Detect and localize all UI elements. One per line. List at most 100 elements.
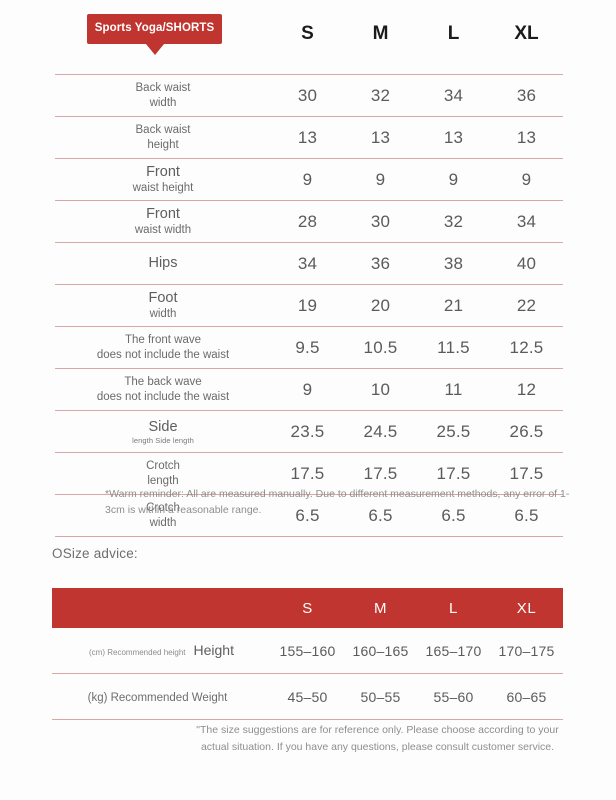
cell-value: 6.5: [417, 494, 490, 537]
cell-value: 12: [490, 368, 563, 411]
size-advice-header-row: S M L XL: [52, 588, 563, 628]
cell-value: 10.5: [344, 326, 417, 369]
measurement-label-header: [55, 0, 271, 75]
row-label-line2: width: [149, 96, 177, 109]
row-label-front-wave: The front wave does not include the wais…: [55, 326, 271, 369]
cell-value: 36: [490, 74, 563, 117]
row-label-line2: height: [147, 138, 179, 151]
cell-value: 6.5: [344, 494, 417, 537]
row-label-line1: Hips: [148, 255, 178, 272]
row-label-line1: Back waist: [135, 82, 191, 95]
row-label-unit-text: (kg) Recommended Weight: [87, 691, 228, 704]
cell-value: 17.5: [271, 452, 344, 495]
cell-value: 36: [344, 242, 417, 285]
table-row: Front waist width 28 30 32 34: [55, 200, 563, 243]
row-label-unit-text: (cm) Recommended height: [89, 647, 186, 657]
table-row: Hips 34 36 38 40: [55, 242, 563, 285]
cell-value: 34: [271, 242, 344, 285]
row-label-line2: does not include the waist: [96, 390, 230, 403]
table-row: Crotch length 17.5 17.5 17.5 17.5: [55, 452, 563, 495]
cell-value: 32: [417, 200, 490, 243]
cell-value: 22: [490, 284, 563, 327]
cell-value: 17.5: [417, 452, 490, 495]
cell-value: 23.5: [271, 410, 344, 453]
cell-value: 34: [490, 200, 563, 243]
row-label-recommended-height: (cm) Recommended height Height: [52, 628, 271, 674]
cell-value: 24.5: [344, 410, 417, 453]
cell-value: 30: [344, 200, 417, 243]
cell-value: 28: [271, 200, 344, 243]
cell-value: 12.5: [490, 326, 563, 369]
cell-value: 155–160: [271, 628, 344, 674]
row-label-line2: does not include the waist: [96, 348, 230, 361]
row-label-line1: Crotch: [146, 460, 180, 473]
row-label-crotch-length: Crotch length: [55, 452, 271, 495]
row-label-line2: width: [149, 516, 177, 529]
size-advice-footnote: "The size suggestions are for reference …: [196, 724, 559, 753]
cell-value: 30: [271, 74, 344, 117]
size-advice-table: S M L XL (cm) Recommended height Height 1…: [52, 588, 563, 720]
cell-value: 9: [490, 158, 563, 201]
row-label-line1: Back waist: [135, 124, 191, 137]
cell-value: 13: [344, 116, 417, 159]
row-label-line1: The back wave: [124, 376, 202, 389]
cell-value: 38: [417, 242, 490, 285]
table-row: The back wave does not include the waist…: [55, 368, 563, 411]
cell-value: 10: [344, 368, 417, 411]
cell-value: 40: [490, 242, 563, 285]
row-label-line2: length: [147, 474, 179, 487]
cell-value: 13: [417, 116, 490, 159]
advice-size-header-l: L: [417, 588, 490, 628]
cell-value: 19: [271, 284, 344, 327]
row-label-recommended-weight: (kg) Recommended Weight: [52, 673, 271, 720]
size-advice-table-body: (cm) Recommended height Height 155–160 16…: [52, 628, 563, 720]
cell-value: 9: [417, 158, 490, 201]
advice-size-header-s: S: [271, 588, 344, 628]
table-row: The front wave does not include the wais…: [55, 326, 563, 369]
cell-value: 50–55: [344, 673, 417, 720]
cell-value: 25.5: [417, 410, 490, 453]
row-label-line2: waist height: [132, 182, 194, 195]
cell-value: 9: [271, 158, 344, 201]
warm-reminder-note: *Warm reminder: All are measured manuall…: [105, 488, 570, 517]
row-label-hips: Hips: [55, 242, 271, 285]
cell-value: 13: [271, 116, 344, 159]
size-header-xl: XL: [490, 0, 563, 75]
cell-value: 13: [490, 116, 563, 159]
cell-value: 160–165: [344, 628, 417, 674]
cell-value: 11.5: [417, 326, 490, 369]
table-row: (kg) Recommended Weight 45–50 50–55 55–6…: [52, 673, 563, 720]
cell-value: 26.5: [490, 410, 563, 453]
cell-value: 11: [417, 368, 490, 411]
table-row: Back waist height 13 13 13 13: [55, 116, 563, 159]
cell-value: 17.5: [344, 452, 417, 495]
size-header-l: L: [417, 0, 490, 75]
cell-value: 34: [417, 74, 490, 117]
row-label-back-waist-height: Back waist height: [55, 116, 271, 159]
row-label-line1: Front: [146, 164, 180, 181]
measurement-table-body: Back waist width 30 32 34 36 Back waist …: [55, 74, 563, 537]
row-label-crotch-width: Crotch width: [55, 494, 271, 537]
advice-size-header-xl: XL: [490, 588, 563, 628]
size-header-s: S: [271, 0, 344, 75]
row-label-side-length: Side length Side length: [55, 410, 271, 453]
size-advice-table-head: S M L XL: [52, 588, 563, 628]
row-label-line1: Foot: [148, 290, 178, 307]
cell-value: 32: [344, 74, 417, 117]
table-row: Crotch width 6.5 6.5 6.5 6.5: [55, 494, 563, 537]
row-label-line2: length Side length: [132, 435, 194, 445]
table-row: Side length Side length 23.5 24.5 25.5 2…: [55, 410, 563, 453]
cell-value: 21: [417, 284, 490, 327]
cell-value: 55–60: [417, 673, 490, 720]
row-label-line1: Front: [146, 206, 180, 223]
table-row: Foot width 19 20 21 22: [55, 284, 563, 327]
cell-value: 17.5: [490, 452, 563, 495]
table-row: (cm) Recommended height Height 155–160 16…: [52, 628, 563, 674]
row-label-line2: waist width: [134, 224, 192, 237]
cell-value: 6.5: [490, 494, 563, 537]
row-label-line1: The front wave: [124, 334, 202, 347]
cell-value: 170–175: [490, 628, 563, 674]
cell-value: 45–50: [271, 673, 344, 720]
row-label-front-waist-height: Front waist height: [55, 158, 271, 201]
cell-value: 6.5: [271, 494, 344, 537]
